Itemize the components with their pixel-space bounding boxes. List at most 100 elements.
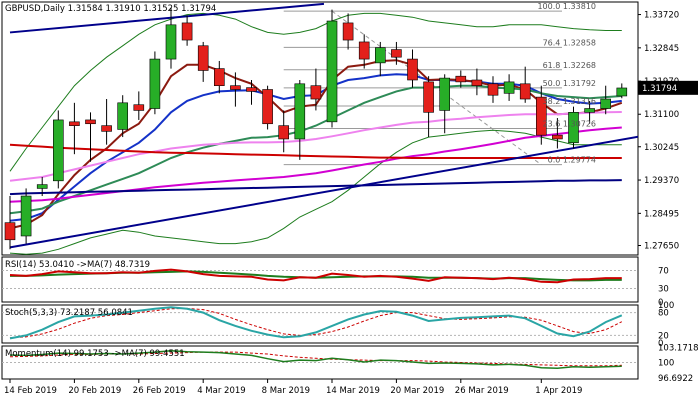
indicator-bb-lower xyxy=(9,129,622,255)
candle-4 xyxy=(69,102,80,155)
momentum-tick-label: 96.6922 xyxy=(658,374,693,384)
candle-body xyxy=(52,119,64,182)
candle-1 xyxy=(20,188,32,244)
rsi-tick-label: 0 xyxy=(658,298,663,308)
candle-26 xyxy=(423,76,434,138)
indicator-sma-green xyxy=(9,84,622,215)
price-tick-label: 1.33720 xyxy=(644,11,679,21)
x-tick-label: 20 Mar 2019 xyxy=(390,386,444,396)
current-price-label: 1.31794 xyxy=(642,84,677,94)
trendline-channel-lower xyxy=(9,135,638,249)
candle-body xyxy=(181,22,193,41)
candle-23 xyxy=(374,41,386,77)
candle-5 xyxy=(85,112,96,162)
candle-body xyxy=(535,96,547,136)
candle-12 xyxy=(197,41,209,82)
candle-body xyxy=(262,89,273,125)
candle-body xyxy=(552,134,563,140)
main-header: GBPUSD,Daily 1.31584 1.31910 1.31525 1.3… xyxy=(5,4,216,14)
candle-body xyxy=(391,49,402,58)
fib-label-2: 61.8 1.32268 xyxy=(543,61,596,70)
indicator-sma-navy xyxy=(9,179,622,196)
candle-13 xyxy=(214,60,225,94)
panel-frame-main xyxy=(1,1,639,256)
candle-32 xyxy=(519,66,531,103)
x-tick-label: 4 Mar 2019 xyxy=(197,386,245,396)
candle-18 xyxy=(294,79,306,160)
candle-7 xyxy=(117,95,128,138)
candle-body xyxy=(487,83,499,96)
momentum-line xyxy=(9,349,622,369)
fib-label-6: 0.0 1.29774 xyxy=(548,156,596,165)
rsi-header: RSI(14) 53.0410 ->MA(7) 48.7319 xyxy=(5,260,150,270)
candle-body xyxy=(165,24,177,60)
candle-6 xyxy=(101,99,112,145)
candle-body xyxy=(358,41,370,60)
candle-body xyxy=(230,85,241,90)
candle-body xyxy=(407,58,418,81)
candle-36 xyxy=(584,100,595,124)
candle-body xyxy=(600,98,612,109)
candle-body xyxy=(439,77,451,111)
x-tick-label: 8 Mar 2019 xyxy=(262,386,310,396)
candle-body xyxy=(374,47,386,64)
candle-body xyxy=(455,75,467,83)
candle-15 xyxy=(246,79,257,105)
x-tick-label: 14 Feb 2019 xyxy=(4,386,57,396)
candle-body xyxy=(568,112,579,144)
price-tick-label: 1.29370 xyxy=(644,176,679,186)
x-tick-label: 26 Feb 2019 xyxy=(133,386,186,396)
price-tick-label: 1.31970 xyxy=(644,77,679,87)
x-tick-label: 1 Apr 2019 xyxy=(535,386,582,396)
momentum-header: Momentum(14) 99.1753 ->MA(7) 99.4551 xyxy=(5,349,185,359)
candle-3 xyxy=(52,110,64,189)
price-tick-label: 1.28495 xyxy=(644,209,679,219)
stoch-tick-label: 80 xyxy=(658,309,669,319)
candle-body xyxy=(616,87,628,97)
candle-21 xyxy=(342,13,354,50)
momentum-tick-label: 103.1718 xyxy=(658,344,699,354)
candle-17 xyxy=(278,110,290,153)
candle-22 xyxy=(358,34,370,69)
candle-0 xyxy=(4,196,16,250)
candle-body xyxy=(36,184,48,189)
candle-body xyxy=(278,125,290,140)
candle-body xyxy=(503,81,515,94)
price-tick-label: 1.30245 xyxy=(644,143,679,153)
stoch-tick-label: 0 xyxy=(658,339,663,349)
fib-label-5: 23.6 1.30726 xyxy=(543,119,596,128)
stoch-header: Stoch(5,3,3) 73.2187 56.0841 xyxy=(5,308,133,318)
candle-body xyxy=(133,104,145,111)
x-tick-label: 26 Mar 2019 xyxy=(455,386,509,396)
main-plot-area xyxy=(4,2,638,255)
candle-body xyxy=(471,79,483,86)
indicator-bb-upper xyxy=(9,12,622,172)
candle-2 xyxy=(36,177,48,197)
fib-label-3: 50.0 1.31792 xyxy=(543,79,596,88)
stoch-tick-label: 20 xyxy=(658,331,669,341)
current-price-box xyxy=(638,80,698,95)
candle-body xyxy=(117,102,128,130)
candle-34 xyxy=(552,118,563,149)
candle-body xyxy=(423,81,434,113)
stoch-k-line xyxy=(9,306,623,340)
candle-body xyxy=(294,83,306,140)
candle-33 xyxy=(535,85,547,145)
candle-body xyxy=(214,68,225,86)
candle-9 xyxy=(149,51,161,115)
fib-label-1: 76.4 1.32858 xyxy=(543,38,596,47)
candle-25 xyxy=(407,49,418,88)
candle-30 xyxy=(487,76,499,103)
candle-body xyxy=(4,222,16,241)
candle-31 xyxy=(503,74,515,101)
x-tick-label: 20 Feb 2019 xyxy=(68,386,121,396)
rsi-line xyxy=(9,268,622,284)
x-tick-label: 14 Mar 2019 xyxy=(326,386,380,396)
panel-frame-rsi xyxy=(1,256,639,303)
candle-body xyxy=(519,83,531,100)
candle-38 xyxy=(616,83,628,99)
candle-37 xyxy=(600,85,612,115)
candle-10 xyxy=(165,7,177,69)
candle-body xyxy=(149,58,161,109)
candle-body xyxy=(326,20,338,123)
